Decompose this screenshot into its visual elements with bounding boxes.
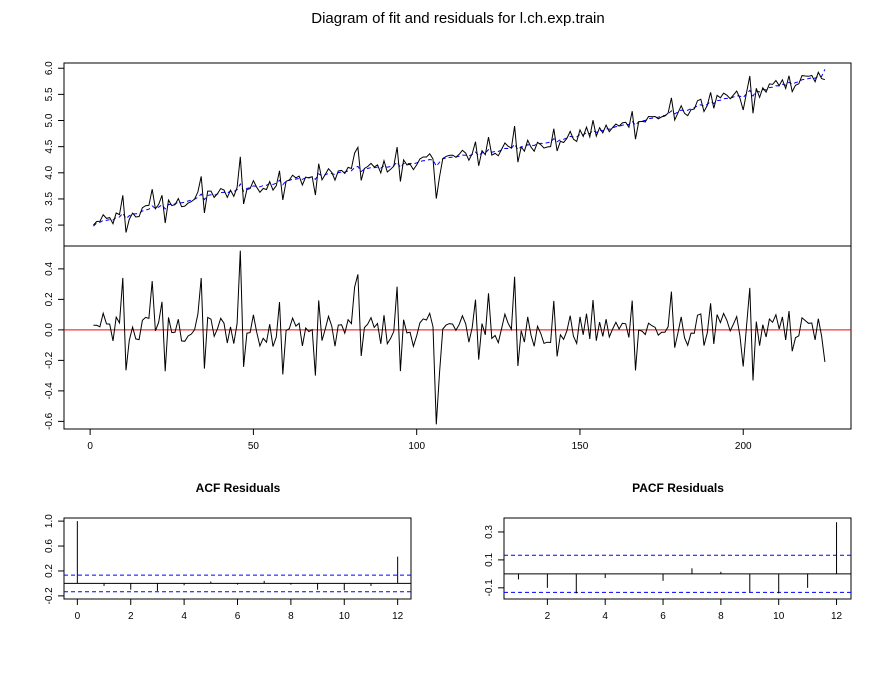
fit-panel-frame <box>63 62 852 247</box>
acf-marks <box>64 521 411 593</box>
x-tick-label: 10 <box>773 611 785 622</box>
y-tick-label: 0.2 <box>44 292 55 306</box>
pacf-marks <box>504 522 851 594</box>
y-tick-label: 3.0 <box>44 218 55 232</box>
acf-panel: ACF Residuals -0.2 0.2 0.6 1.0 0 2 4 6 8 10 12 <box>44 481 412 622</box>
residual-x-axis: 0 50 100 150 200 <box>87 428 752 452</box>
residual-panel: -0.6 -0.4 -0.2 0.0 0.2 0.4 0 50 100 150 200 <box>44 245 852 452</box>
residual-series <box>64 250 851 425</box>
pacf-panel: PACF Residuals -0.1 0.1 0.3 2 4 6 8 10 12 <box>484 481 852 622</box>
x-tick-label: 2 <box>545 611 551 622</box>
x-tick-label: 150 <box>572 441 589 452</box>
y-tick-label: -0.2 <box>44 351 55 369</box>
y-tick-label: 0.3 <box>484 525 495 539</box>
x-tick-label: 8 <box>288 611 294 622</box>
y-tick-label: 0.0 <box>44 322 55 336</box>
x-tick-label: 200 <box>735 441 752 452</box>
x-tick-label: 12 <box>831 611 843 622</box>
y-tick-label: 4.0 <box>44 165 55 179</box>
x-tick-label: 4 <box>602 611 608 622</box>
y-tick-label: 6.0 <box>44 61 55 75</box>
figure-title: Diagram of fit and residuals for l.ch.ex… <box>311 10 604 27</box>
x-tick-label: 10 <box>339 611 351 622</box>
residual-panel-frame <box>63 245 852 430</box>
fit-y-axis: 3.0 3.5 4.0 4.5 5.0 5.5 6.0 <box>44 61 65 232</box>
residual-y-axis: -0.6 -0.4 -0.2 0.0 0.2 0.4 <box>44 261 65 430</box>
x-tick-label: 0 <box>75 611 81 622</box>
y-tick-label: 0.6 <box>44 539 55 553</box>
residual-series-line <box>93 250 826 425</box>
x-tick-label: 6 <box>660 611 666 622</box>
fit-panel: 3.0 3.5 4.0 4.5 5.0 5.5 6.0 <box>44 61 852 247</box>
y-tick-label: 5.0 <box>44 113 55 127</box>
x-tick-label: 4 <box>181 611 187 622</box>
y-tick-label: 4.5 <box>44 139 55 153</box>
x-tick-label: 50 <box>248 441 260 452</box>
y-tick-label: 0.1 <box>484 553 495 567</box>
y-tick-label: 1.0 <box>44 514 55 528</box>
pacf-title: PACF Residuals <box>632 481 724 495</box>
pacf-panel-frame <box>503 517 852 600</box>
y-tick-label: 5.5 <box>44 87 55 101</box>
x-tick-label: 2 <box>128 611 134 622</box>
acf-title: ACF Residuals <box>196 481 281 495</box>
acf-panel-frame <box>63 517 412 600</box>
y-tick-label: 3.5 <box>44 192 55 206</box>
x-tick-label: 100 <box>408 441 425 452</box>
x-tick-label: 0 <box>87 441 93 452</box>
acf-axes: -0.2 0.2 0.6 1.0 0 2 4 6 8 10 12 <box>44 514 404 622</box>
x-tick-label: 8 <box>718 611 724 622</box>
y-tick-label: -0.6 <box>44 412 55 430</box>
y-tick-label: 0.4 <box>44 261 55 275</box>
x-tick-label: 12 <box>392 611 404 622</box>
y-tick-label: -0.1 <box>484 579 495 597</box>
y-tick-label: 0.2 <box>44 564 55 578</box>
x-tick-label: 6 <box>235 611 241 622</box>
observed-series-line <box>93 71 826 233</box>
y-tick-label: -0.2 <box>44 587 55 605</box>
y-tick-label: -0.4 <box>44 382 55 400</box>
fit-series <box>93 69 826 233</box>
pacf-axes: -0.1 0.1 0.3 2 4 6 8 10 12 <box>484 525 843 622</box>
